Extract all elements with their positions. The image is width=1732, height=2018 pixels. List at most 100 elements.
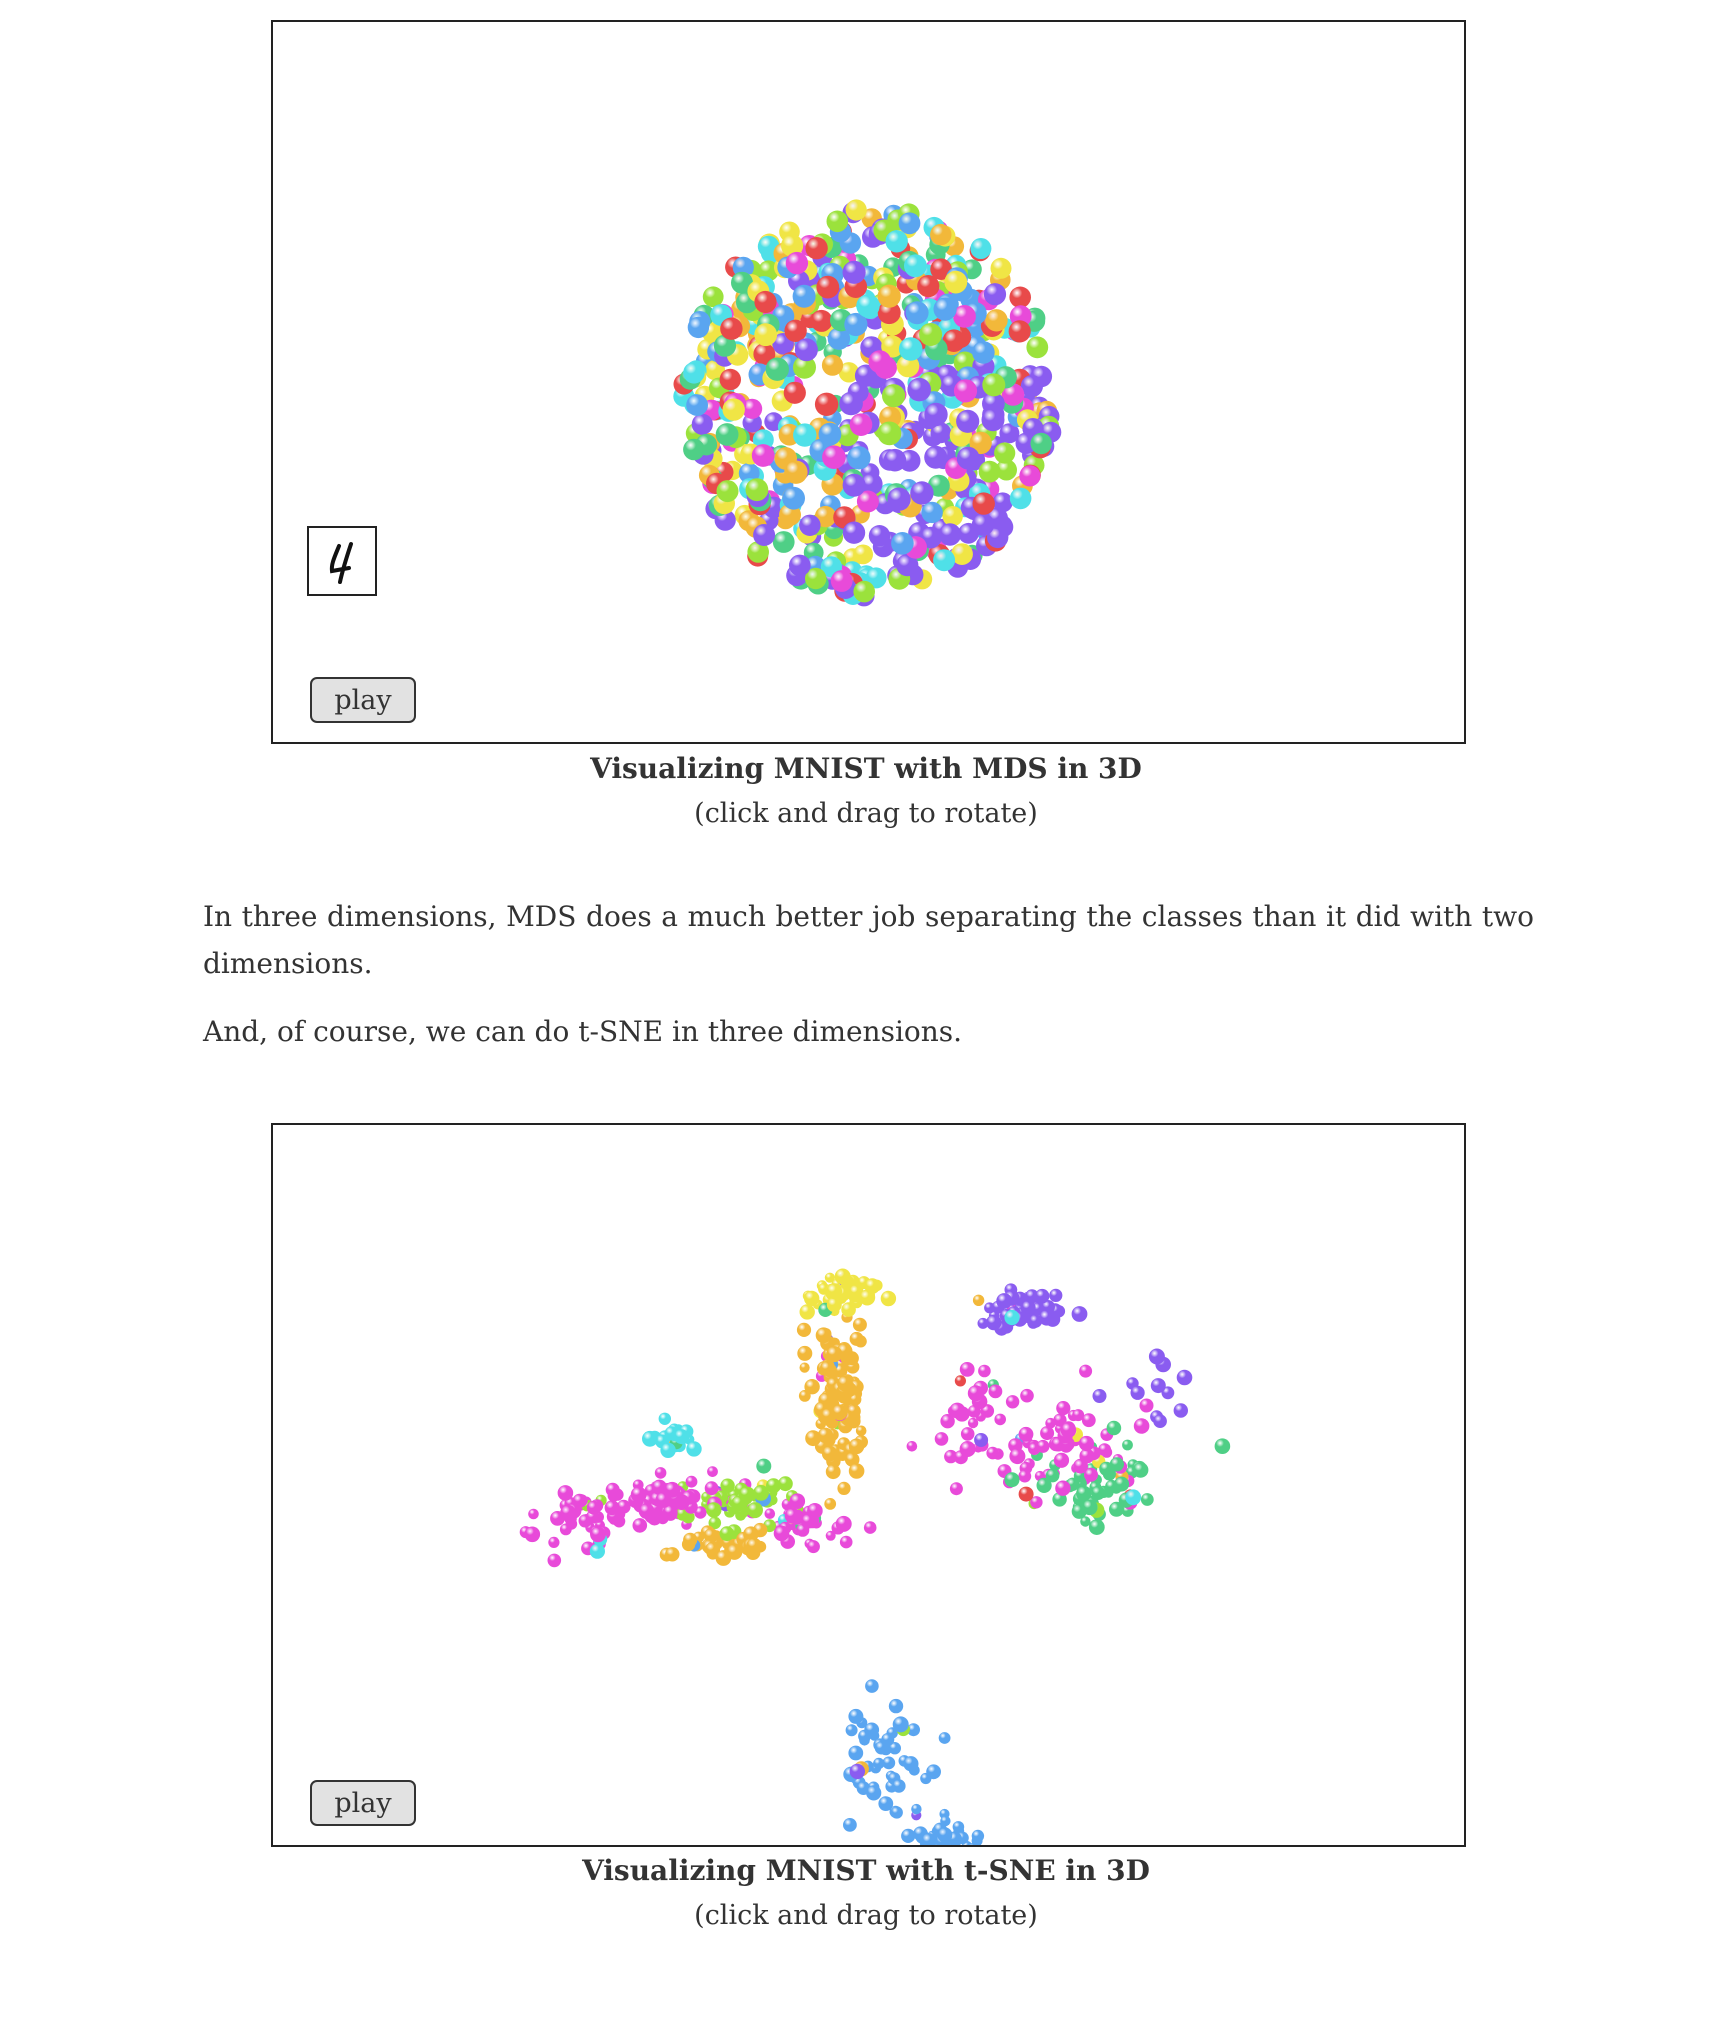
scatter-point bbox=[825, 1530, 836, 1541]
scatter-point bbox=[630, 1486, 647, 1503]
scatter-point bbox=[745, 478, 769, 502]
scatter-point bbox=[778, 1476, 793, 1492]
scatter-point bbox=[1130, 1385, 1145, 1400]
scatter-point bbox=[988, 1384, 1003, 1399]
scatter-point bbox=[708, 1516, 722, 1530]
scatter-point bbox=[784, 1507, 801, 1524]
scatter-point bbox=[1106, 1420, 1122, 1436]
scatter-point bbox=[1092, 1389, 1107, 1403]
scatter-point bbox=[707, 1466, 718, 1477]
scatter-point bbox=[1018, 1469, 1032, 1483]
scatter-point bbox=[848, 1463, 865, 1479]
scatter-point bbox=[683, 438, 705, 461]
scatter-point bbox=[981, 408, 1005, 432]
play-button[interactable]: play bbox=[310, 1780, 416, 1826]
scatter-point bbox=[930, 422, 952, 444]
scatter-point bbox=[930, 223, 952, 246]
scatter-point bbox=[1084, 1467, 1098, 1482]
scatter-point bbox=[1018, 1426, 1034, 1442]
scatter-point bbox=[665, 1547, 680, 1562]
scatter-point bbox=[938, 523, 962, 546]
scatter-point bbox=[888, 1742, 901, 1755]
scatter-point bbox=[924, 445, 948, 469]
tsne-3d-scatter-canvas[interactable] bbox=[273, 1125, 1464, 1845]
scatter-point bbox=[658, 1412, 671, 1425]
scatter-point bbox=[919, 323, 943, 346]
scatter-point bbox=[930, 258, 952, 280]
scatter-point bbox=[799, 1304, 815, 1320]
scatter-point bbox=[713, 334, 737, 357]
scatter-point bbox=[758, 260, 779, 282]
scatter-point bbox=[781, 234, 804, 257]
figure-caption-title: Visualizing MNIST with MDS in 3D bbox=[590, 752, 1142, 785]
scatter-point bbox=[1109, 1501, 1124, 1517]
scatter-point bbox=[706, 1502, 722, 1518]
scatter-point bbox=[1026, 336, 1049, 359]
scatter-point bbox=[703, 1528, 719, 1543]
scatter-point bbox=[974, 1433, 989, 1447]
scatter-point bbox=[977, 1317, 989, 1329]
scatter-point bbox=[885, 230, 908, 253]
scatter-point bbox=[940, 1414, 955, 1429]
mds-3d-scatter-canvas[interactable] bbox=[273, 22, 1464, 742]
scatter-point bbox=[1009, 286, 1031, 309]
scatter-point bbox=[898, 337, 923, 361]
scatter-point bbox=[806, 1540, 820, 1554]
scatter-point bbox=[967, 1385, 984, 1402]
scatter-point bbox=[719, 368, 741, 391]
scatter-point bbox=[877, 421, 902, 446]
scatter-point bbox=[785, 251, 809, 275]
scatter-point bbox=[992, 492, 1013, 513]
scatter-point bbox=[804, 1379, 820, 1395]
scatter-point bbox=[805, 237, 828, 260]
scatter-point bbox=[952, 1821, 965, 1833]
scatter-point bbox=[789, 1493, 806, 1509]
scatter-point bbox=[797, 1345, 813, 1361]
scatter-point bbox=[892, 1716, 909, 1733]
scatter-point bbox=[843, 1818, 857, 1832]
scatter-point bbox=[877, 301, 901, 325]
scatter-point bbox=[686, 394, 708, 416]
scatter-point bbox=[814, 392, 839, 416]
scatter-point bbox=[844, 312, 868, 337]
scatter-point bbox=[824, 1272, 836, 1283]
scatter-point bbox=[849, 1331, 864, 1346]
scatter-point bbox=[944, 1449, 958, 1464]
tsne-3d-figure[interactable]: play bbox=[271, 1123, 1466, 1847]
figure-caption-title: Visualizing MNIST with t-SNE in 3D bbox=[582, 1854, 1150, 1887]
scatter-point bbox=[560, 1504, 576, 1521]
scatter-point bbox=[1140, 1493, 1154, 1506]
scatter-point bbox=[782, 486, 805, 510]
scatter-point bbox=[1004, 1309, 1020, 1326]
scatter-point bbox=[793, 423, 817, 447]
mds-3d-figure[interactable]: play bbox=[271, 20, 1466, 744]
scatter-point bbox=[793, 355, 816, 379]
scatter-point bbox=[967, 1417, 979, 1429]
handwritten-digit-image bbox=[329, 542, 353, 584]
scatter-point bbox=[845, 199, 867, 221]
scatter-point bbox=[1018, 1486, 1034, 1502]
scatter-point bbox=[1150, 1378, 1166, 1394]
scatter-point bbox=[1125, 1489, 1142, 1506]
scatter-point bbox=[765, 357, 789, 381]
scatter-point bbox=[959, 1362, 975, 1377]
scatter-point bbox=[716, 480, 739, 503]
scatter-point bbox=[933, 297, 957, 321]
scatter-point bbox=[548, 1536, 560, 1548]
scatter-point bbox=[654, 1467, 667, 1479]
scatter-point bbox=[815, 1327, 832, 1344]
scatter-point bbox=[1036, 1439, 1050, 1453]
scatter-point bbox=[826, 210, 849, 233]
scatter-point bbox=[877, 284, 901, 308]
scatter-point bbox=[926, 1764, 941, 1780]
scatter-point bbox=[954, 1375, 967, 1387]
scatter-point bbox=[868, 350, 892, 374]
scatter-point bbox=[720, 1478, 735, 1493]
scatter-point bbox=[1133, 1462, 1149, 1478]
scatter-point bbox=[796, 1322, 812, 1337]
play-button[interactable]: play bbox=[310, 677, 416, 723]
scatter-point bbox=[1148, 1348, 1165, 1365]
scatter-point bbox=[754, 290, 777, 314]
scatter-point bbox=[799, 514, 821, 536]
scatter-point bbox=[753, 1485, 769, 1501]
